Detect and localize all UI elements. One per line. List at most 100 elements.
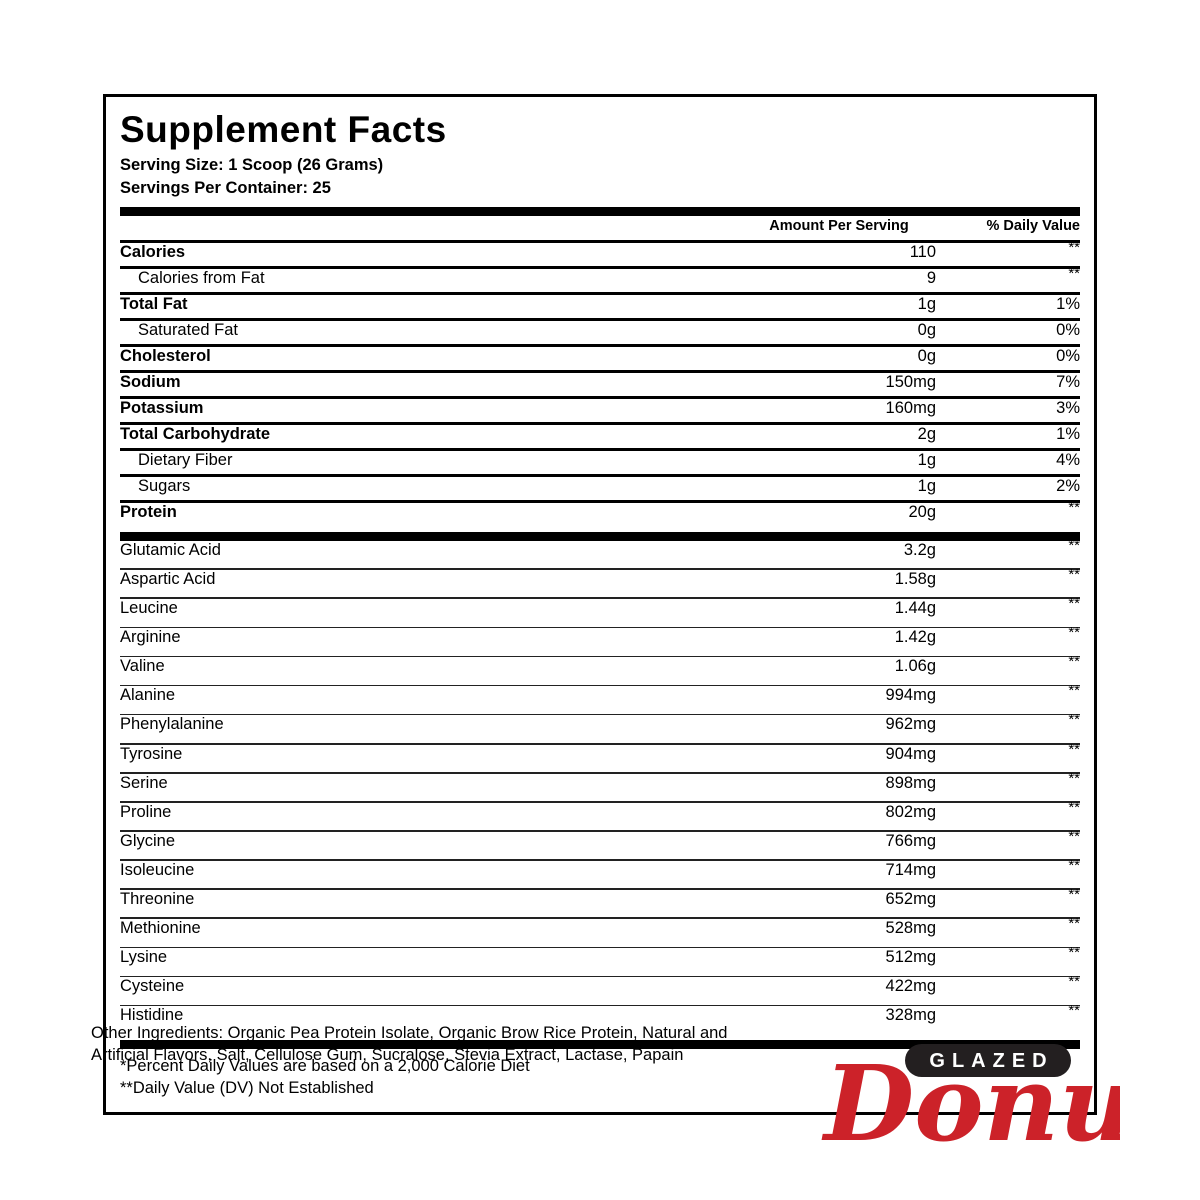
amino-acid-daily-value: ** [1068, 740, 1080, 758]
row-divider [120, 568, 1080, 570]
row-divider [120, 597, 1080, 600]
amino-acid-amount: 512mg [885, 948, 936, 967]
table-row: Phenylalanine 962mg ** [120, 712, 1080, 743]
row-divider [120, 830, 1080, 832]
nutrient-name: Dietary Fiber [138, 450, 233, 469]
row-divider [120, 684, 1080, 687]
amino-acid-name: Leucine [120, 599, 178, 618]
amino-acid-amount: 422mg [885, 977, 936, 996]
nutrient-name: Potassium [120, 398, 204, 417]
panel-inner: Supplement Facts Serving Size: 1 Scoop (… [106, 97, 1094, 1112]
amino-acid-amount: 528mg [885, 919, 936, 938]
other-ingredients-text: Other Ingredients: Organic Pea Protein I… [91, 1024, 728, 1065]
nutrient-daily-value: ** [1068, 238, 1080, 256]
footnotes: *Percent Daily Values are based on a 2,0… [120, 1049, 1080, 1112]
amino-acid-daily-value: ** [1068, 769, 1080, 787]
table-row: Glutamic Acid 3.2g ** [120, 536, 1080, 569]
amino-acid-name: Cysteine [120, 977, 185, 996]
row-divider [120, 742, 1080, 745]
amino-acid-name: Aspartic Acid [120, 569, 216, 588]
row-divider [120, 421, 1080, 425]
amino-acid-rows: Glutamic Acid 3.2g ** Aspartic Acid 1.58g ** L… [120, 536, 1080, 1034]
amino-acid-name: Histidine [120, 1006, 184, 1025]
amino-acid-daily-value: ** [1068, 536, 1080, 554]
row-divider [120, 772, 1080, 774]
row-divider [120, 447, 1080, 451]
table-row: Lysine 512mg ** [120, 945, 1080, 976]
divider-thick-protein [120, 531, 1080, 541]
amino-acid-name: Arginine [120, 628, 181, 647]
table-row: Valine 1.06g ** [120, 654, 1080, 685]
row-divider [120, 343, 1080, 347]
row-divider [120, 395, 1080, 399]
supplement-facts-panel: Supplement Facts Serving Size: 1 Scoop (… [103, 94, 1097, 1115]
nutrient-amount: 0g [917, 346, 936, 365]
nutrient-amount: 9 [926, 268, 936, 287]
column-header-amount: Amount Per Serving [769, 217, 909, 234]
nutrient-name: Sodium [120, 372, 181, 391]
table-row: Sodium 150mg 7% [120, 373, 1080, 396]
nutrient-daily-value: 4% [1056, 450, 1080, 469]
table-row: Sugars 1g 2% [120, 477, 1080, 500]
nutrient-amount: 2g [917, 424, 936, 443]
nutrient-daily-value: 7% [1056, 372, 1080, 391]
amino-acid-name: Valine [120, 657, 165, 676]
nutrient-amount: 1g [917, 476, 936, 495]
row-divider [120, 859, 1080, 861]
footnote-percent-daily-value: *Percent Daily Values are based on a 2,0… [120, 1056, 530, 1075]
amino-acid-amount: 1.58g [894, 569, 936, 588]
nutrient-daily-value: 1% [1056, 424, 1080, 443]
table-row: Tyrosine 904mg ** [120, 740, 1080, 773]
table-row: Calories 110 ** [120, 238, 1080, 266]
logo-donut-script: Donut [821, 1052, 1120, 1162]
nutrient-name: Sugars [138, 476, 191, 495]
nutrient-name: Total Fat [120, 294, 188, 313]
amino-acid-amount: 1.42g [894, 628, 936, 647]
divider-thick-top [120, 206, 1080, 216]
amino-acid-amount: 766mg [885, 831, 936, 850]
nutrient-amount: 150mg [885, 372, 936, 391]
column-header-daily-value: % Daily Value [986, 217, 1081, 234]
nutrient-rows: Calories 110 ** Calories from Fat 9 ** Total F… [120, 238, 1080, 526]
nutrient-name: Calories [120, 242, 186, 261]
amino-acid-amount: 802mg [885, 802, 936, 821]
table-row: Calories from Fat 9 ** [120, 264, 1080, 292]
row-divider [120, 917, 1080, 920]
amino-acid-name: Glutamic Acid [120, 540, 221, 559]
logo-donut-text: Donut [821, 1052, 1120, 1162]
amino-acid-amount: 1.06g [894, 657, 936, 676]
table-row: Protein 20g ** [120, 500, 1080, 526]
amino-acid-name: Alanine [120, 686, 176, 705]
table-row: Threonine 652mg ** [120, 885, 1080, 918]
nutrient-amount: 110 [909, 242, 936, 261]
nutrient-amount: 20g [908, 502, 936, 521]
row-divider [120, 801, 1080, 803]
amino-acid-daily-value: ** [1068, 885, 1080, 903]
amino-acid-amount: 1.44g [894, 599, 936, 618]
row-divider [120, 975, 1080, 978]
amino-acid-name: Isoleucine [120, 860, 195, 879]
row-divider [120, 291, 1080, 295]
nutrient-daily-value: 2% [1056, 476, 1080, 495]
table-row: Saturated Fat 0g 0% [120, 321, 1080, 344]
row-divider [120, 946, 1080, 949]
amino-acid-name: Lysine [120, 948, 168, 967]
amino-acid-name: Tyrosine [120, 744, 183, 763]
table-row: Proline 802mg ** [120, 800, 1080, 831]
amino-acid-amount: 714mg [885, 860, 936, 879]
table-row: Total Fat 1g 1% [120, 295, 1080, 318]
table-row: Glycine 766mg ** [120, 829, 1080, 860]
table-row: Serine 898mg ** [120, 769, 1080, 802]
nutrient-daily-value: ** [1068, 264, 1080, 282]
amino-acid-daily-value: ** [1068, 915, 1080, 933]
logo-pill: GLAZED [905, 1044, 1071, 1077]
amino-acid-daily-value: ** [1068, 565, 1080, 583]
amino-acid-amount: 328mg [885, 1006, 936, 1025]
serving-size: Serving Size: 1 Scoop (26 Grams) [120, 156, 384, 174]
nutrient-daily-value: 3% [1056, 398, 1080, 417]
footnote-dv-not-established: **Daily Value (DV) Not Established [120, 1078, 374, 1097]
logo-glazed-text: GLAZED [929, 1049, 1054, 1072]
nutrient-amount: 1g [917, 294, 936, 313]
amino-acid-name: Proline [120, 802, 172, 821]
nutrient-daily-value: 0% [1056, 346, 1080, 365]
